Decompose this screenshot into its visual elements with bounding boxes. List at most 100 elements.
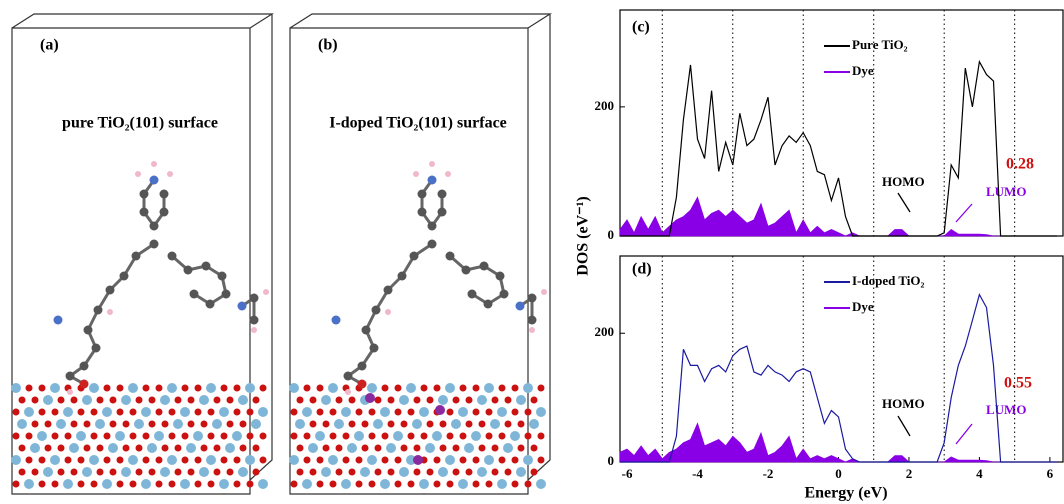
atom (447, 433, 454, 440)
atom (104, 385, 111, 392)
legend-label: Pure TiO₂ (852, 37, 908, 52)
atom (479, 421, 486, 428)
atom (408, 409, 415, 416)
y-tick-label: 200 (595, 98, 615, 113)
atom (71, 421, 78, 428)
atom (516, 467, 526, 477)
atom (499, 385, 506, 392)
atom (123, 445, 130, 452)
atom (419, 407, 429, 417)
y-tick-label: 0 (608, 227, 615, 242)
atom (341, 479, 351, 489)
atom (67, 389, 73, 395)
atom (50, 383, 60, 393)
atom (484, 300, 493, 309)
atom (304, 385, 311, 392)
atom (13, 481, 20, 488)
atom (251, 327, 257, 333)
atom (253, 397, 260, 404)
atom (432, 431, 442, 441)
atom (92, 344, 101, 353)
atom (117, 481, 124, 488)
line (620, 62, 1057, 236)
atom (341, 407, 351, 417)
atom (435, 405, 445, 415)
atom (382, 385, 389, 392)
atom (369, 481, 376, 488)
atom (473, 481, 480, 488)
atom (289, 455, 299, 465)
atom (71, 397, 78, 404)
atom (538, 385, 545, 392)
atom (473, 409, 480, 416)
atom (291, 481, 298, 488)
atom (399, 395, 409, 405)
atom (503, 443, 513, 453)
atom (121, 467, 131, 477)
atom (97, 469, 104, 476)
atom (375, 469, 382, 476)
atom (212, 419, 222, 429)
atom (425, 443, 435, 453)
atom (486, 433, 493, 440)
area (620, 197, 1057, 236)
atom (247, 481, 254, 488)
atom (401, 421, 408, 428)
atom (438, 208, 447, 217)
atom (466, 469, 473, 476)
atom (349, 421, 356, 428)
atom (221, 433, 228, 440)
atom (486, 481, 493, 488)
atom (52, 433, 59, 440)
atom (195, 385, 202, 392)
atom (395, 481, 402, 488)
atom (104, 433, 111, 440)
atom (310, 397, 317, 404)
atom (260, 433, 267, 440)
atom (473, 385, 480, 392)
atom (140, 208, 149, 217)
atom (52, 409, 59, 416)
atom (347, 443, 357, 453)
atom (147, 443, 157, 453)
legend-label: Dye (852, 63, 874, 78)
atom (385, 309, 391, 315)
atom (497, 407, 507, 417)
atom (328, 383, 338, 393)
atom (529, 327, 535, 333)
atom (362, 326, 371, 335)
atom (330, 433, 337, 440)
atom (536, 407, 546, 417)
atom (250, 316, 259, 325)
atom (486, 409, 493, 416)
atom (58, 469, 65, 476)
atom (26, 433, 33, 440)
atom (117, 385, 124, 392)
atom (460, 385, 467, 392)
atom (480, 262, 489, 271)
atom (375, 397, 382, 404)
atom (473, 457, 480, 464)
atom (32, 397, 39, 404)
atom (354, 431, 364, 441)
atom (468, 290, 477, 299)
atom (484, 455, 494, 465)
atom (315, 431, 325, 441)
atom (221, 457, 228, 464)
atom (66, 372, 75, 381)
atom (388, 421, 395, 428)
atom (115, 431, 125, 441)
atom (440, 445, 447, 452)
atom (240, 445, 247, 452)
atom (395, 457, 402, 464)
atom (289, 383, 299, 393)
atom (141, 407, 151, 417)
atom (496, 272, 505, 281)
area (620, 423, 1057, 462)
atom (427, 421, 434, 428)
atom (297, 445, 304, 452)
atom (84, 421, 91, 428)
atom (91, 409, 98, 416)
atom (39, 409, 46, 416)
atom (232, 431, 242, 441)
